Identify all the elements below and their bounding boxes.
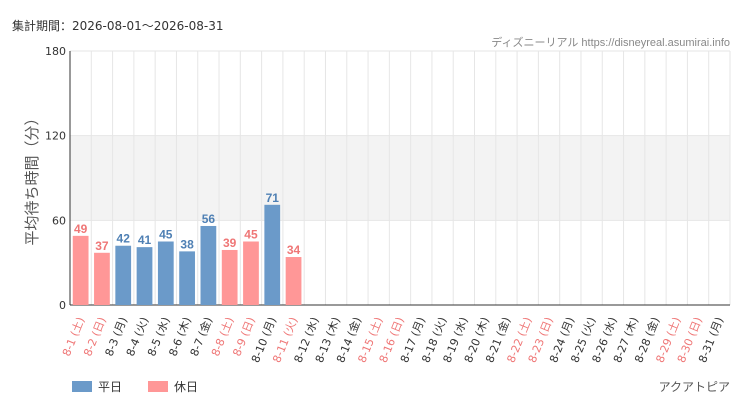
bar	[243, 241, 259, 305]
data-label: 45	[244, 228, 258, 242]
legend-swatch-weekday	[72, 381, 92, 392]
bar	[200, 225, 217, 305]
data-label: 56	[202, 212, 216, 226]
data-label: 45	[159, 228, 173, 242]
y-tick-label: 120	[45, 130, 66, 143]
facility-name: アクアトピア	[658, 380, 730, 394]
legend: 平日 休日	[72, 378, 198, 395]
legend-label-holiday: 休日	[174, 380, 199, 394]
legend-label-weekday: 平日	[98, 380, 123, 394]
bar	[221, 249, 238, 305]
legend-item-holiday: 休日	[148, 378, 198, 395]
data-label: 39	[223, 236, 237, 250]
data-label: 34	[287, 243, 301, 257]
bar	[72, 235, 89, 305]
data-label: 49	[74, 222, 88, 236]
period-label: 集計期間：2026-08-01～2026-08-31	[12, 19, 224, 33]
data-label: 42	[117, 232, 131, 246]
data-label: 41	[138, 233, 152, 247]
bar	[285, 257, 302, 305]
bar	[136, 247, 153, 305]
data-label: 38	[180, 237, 194, 251]
y-axis-title: 平均待ち時間（分）	[23, 110, 41, 245]
data-label: 37	[95, 239, 109, 253]
data-label: 71	[266, 191, 280, 205]
site-credit: ディズニーリアル https://disneyreal.asumirai.inf…	[491, 37, 730, 49]
bar	[264, 204, 281, 305]
bar	[115, 245, 132, 305]
y-tick-label: 0	[59, 299, 66, 312]
bar	[94, 252, 110, 305]
legend-item-weekday: 平日	[72, 378, 122, 395]
grid-band	[70, 135, 730, 221]
bar	[157, 241, 174, 305]
y-tick-label: 60	[52, 214, 66, 227]
legend-swatch-holiday	[148, 381, 169, 392]
bar	[179, 251, 195, 305]
y-tick-label: 180	[45, 45, 66, 58]
